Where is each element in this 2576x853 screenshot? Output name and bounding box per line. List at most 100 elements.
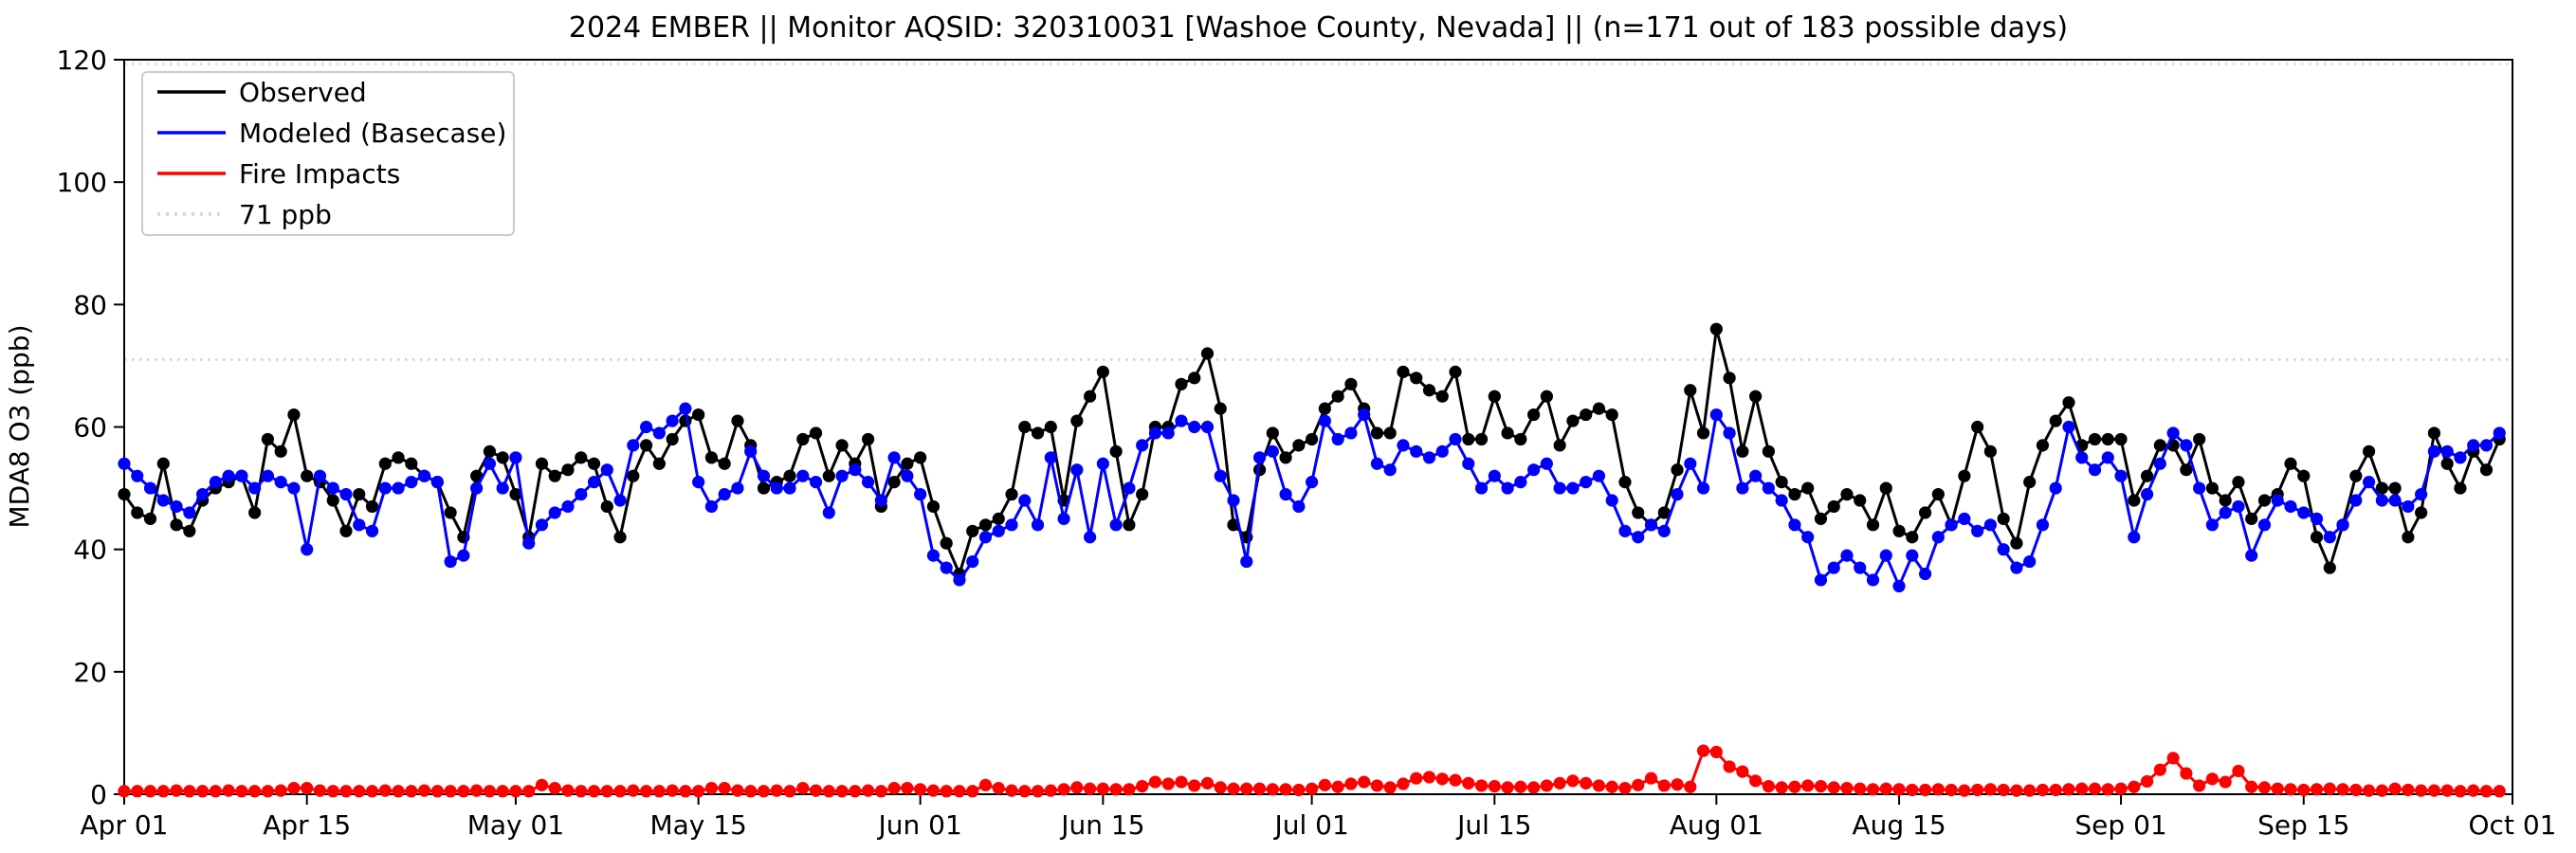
data-point [561, 784, 575, 797]
data-point [2493, 785, 2506, 798]
data-point [613, 494, 627, 507]
data-point [1971, 524, 1984, 537]
data-point [1292, 783, 1306, 797]
data-point [1854, 494, 1867, 507]
data-point [2493, 426, 2506, 440]
data-point [378, 457, 392, 470]
data-point [613, 531, 627, 544]
data-point [2166, 426, 2180, 440]
data-point [796, 781, 810, 795]
data-point [170, 784, 183, 797]
data-point [1136, 780, 1149, 793]
data-point [2128, 494, 2141, 507]
data-point [195, 487, 210, 501]
data-point [405, 476, 418, 489]
data-point [926, 549, 941, 562]
data-point [2140, 469, 2154, 482]
data-point [156, 785, 170, 798]
data-point [1474, 481, 1489, 495]
data-point [2323, 531, 2336, 544]
data-point [131, 785, 144, 798]
data-point [1358, 775, 1371, 789]
data-point [1488, 390, 1501, 403]
data-point [2297, 506, 2311, 519]
data-point [405, 785, 418, 798]
data-point [2010, 536, 2023, 550]
data-point [1410, 372, 1423, 385]
data-point [1879, 782, 1892, 795]
data-point [222, 784, 235, 797]
data-point [718, 487, 731, 501]
data-point [2062, 396, 2075, 409]
data-point [1397, 777, 1410, 790]
x-tick-label: Oct 01 [2469, 809, 2557, 841]
data-point [2036, 783, 2050, 797]
data-point [731, 414, 744, 427]
data-point [1657, 524, 1671, 537]
data-point [640, 439, 653, 452]
legend-entry-71-ppb: 71 ppb [157, 199, 332, 230]
data-point [1397, 439, 1410, 452]
data-point [953, 785, 966, 798]
chart-title: 2024 EMBER || Monitor AQSID: 320310031 [… [568, 11, 2069, 45]
data-point [1031, 518, 1045, 532]
data-point [1214, 781, 1227, 794]
data-point [1592, 779, 1606, 792]
data-point [1762, 445, 1775, 458]
data-point [2153, 457, 2166, 470]
data-point [2205, 772, 2220, 786]
data-point [1684, 457, 1697, 470]
data-point [1279, 783, 1292, 796]
data-point [1214, 469, 1227, 482]
data-point [1514, 476, 1527, 489]
data-point [940, 785, 953, 798]
data-point [2297, 783, 2311, 797]
data-point [1175, 414, 1188, 427]
data-point [966, 524, 979, 537]
data-point [2415, 506, 2428, 519]
data-point [509, 487, 522, 501]
data-point [1331, 780, 1344, 793]
data-point [692, 785, 705, 798]
data-point [1671, 463, 1684, 477]
data-point [2010, 784, 2023, 797]
data-point [1136, 439, 1149, 452]
data-point [1931, 531, 1945, 544]
data-point [1801, 779, 1815, 792]
data-point [849, 785, 862, 798]
data-point [1709, 408, 1723, 422]
data-point [496, 481, 509, 495]
data-point [2088, 463, 2102, 477]
data-point [170, 518, 183, 532]
data-point [835, 469, 849, 482]
data-point [1292, 439, 1306, 452]
data-point [809, 476, 823, 489]
data-point [1644, 518, 1658, 532]
data-point [1474, 779, 1489, 792]
data-point [2219, 775, 2232, 789]
data-point [1266, 426, 1279, 440]
data-point [2362, 784, 2376, 797]
series-line-observed [122, 327, 2501, 575]
data-point [2180, 439, 2193, 452]
data-point [627, 784, 640, 797]
data-point [1449, 432, 1462, 446]
data-point [1553, 439, 1566, 452]
x-tick-label: May 15 [649, 809, 746, 841]
data-point [365, 499, 379, 514]
data-point [1318, 414, 1331, 427]
data-point [2349, 469, 2363, 482]
data-point [457, 785, 470, 798]
data-point [1331, 432, 1344, 446]
data-point [1840, 549, 1854, 562]
data-point [1827, 499, 1840, 514]
data-point [2440, 784, 2454, 797]
data-point [509, 785, 522, 798]
data-point [2388, 494, 2402, 507]
data-point [118, 487, 131, 501]
data-point [444, 554, 457, 569]
x-tick-label: Apr 01 [81, 809, 169, 841]
data-point [2362, 476, 2376, 489]
data-point [809, 426, 823, 440]
data-point [1553, 776, 1566, 789]
